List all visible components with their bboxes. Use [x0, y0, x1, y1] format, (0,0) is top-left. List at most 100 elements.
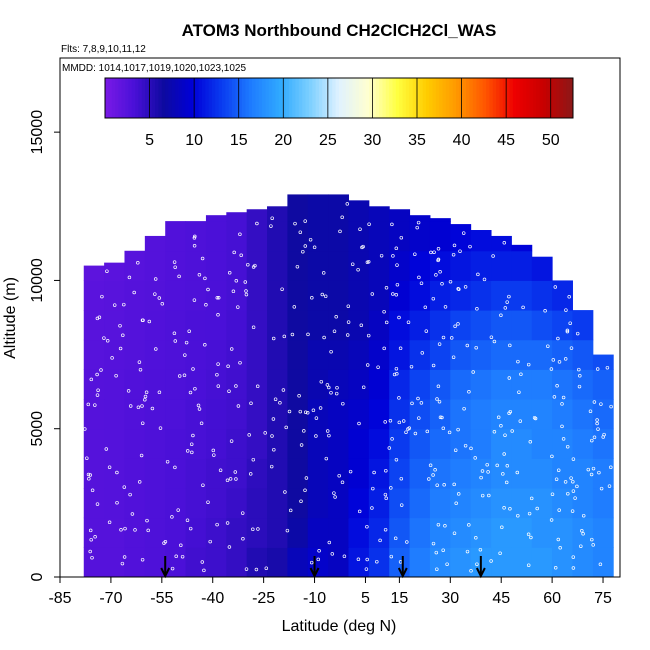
sample-point	[379, 253, 384, 258]
heatmap-cell	[185, 458, 207, 489]
sample-point	[127, 275, 132, 280]
heatmap-cell	[450, 547, 472, 578]
sample-point	[170, 515, 174, 519]
sample-point	[188, 526, 193, 531]
sample-point	[188, 390, 193, 395]
heatmap-cell	[205, 280, 227, 311]
heatmap-cell	[205, 339, 227, 370]
sample-point	[417, 275, 421, 280]
sample-point	[456, 427, 460, 432]
heatmap-cell	[348, 280, 370, 311]
sample-point	[447, 430, 452, 435]
y-tick-label: 0	[29, 572, 46, 581]
colorbar-segment	[359, 78, 363, 118]
heatmap-cell	[267, 280, 288, 311]
sample-point	[243, 280, 248, 284]
colorbar-tick-label: 50	[542, 132, 560, 149]
heatmap-cell	[104, 262, 125, 281]
sample-point	[392, 372, 397, 377]
colorbar-segment	[445, 78, 450, 118]
heatmap-cell	[409, 399, 431, 430]
sample-point	[445, 562, 449, 566]
heatmap-cell	[226, 250, 248, 281]
heatmap-cell	[389, 209, 411, 222]
heatmap-cell	[83, 547, 105, 578]
heatmap-cell	[267, 488, 288, 519]
sample-point	[251, 527, 255, 532]
heatmap-cell	[185, 399, 207, 430]
heatmap-cell	[368, 280, 390, 311]
heatmap-cell	[144, 369, 166, 400]
sample-point	[216, 313, 220, 317]
heatmap-cell	[429, 280, 451, 311]
sample-point	[107, 465, 112, 469]
heatmap-cell	[226, 517, 248, 548]
heatmap-cell	[328, 194, 349, 222]
colorbar-segment	[469, 78, 474, 118]
sample-point	[203, 343, 207, 347]
colorbar-segment	[569, 78, 574, 118]
sample-point	[399, 235, 404, 240]
heatmap-cell	[328, 488, 349, 519]
colorbar-segment	[322, 78, 327, 118]
sample-point	[401, 419, 406, 423]
sample-point	[469, 569, 473, 573]
sample-point	[345, 333, 350, 337]
sample-point	[330, 552, 335, 556]
colorbar-segment	[145, 78, 149, 118]
flight-arrow-marker	[309, 556, 320, 579]
sample-point	[140, 404, 144, 408]
sample-point	[495, 463, 499, 468]
sample-point	[89, 537, 93, 542]
sample-point	[502, 452, 506, 456]
heatmap-cell	[470, 369, 492, 400]
sample-point	[479, 475, 483, 480]
sample-point	[295, 264, 300, 269]
colorbar-segment	[566, 78, 571, 118]
colorbar-segment	[245, 78, 250, 118]
heatmap-cell	[328, 250, 349, 281]
colorbar-segment	[546, 78, 550, 118]
sample-point	[340, 215, 344, 220]
heatmap-cell	[267, 339, 288, 370]
sample-point	[273, 397, 278, 401]
heatmap-cell	[450, 310, 472, 341]
sample-point	[452, 531, 457, 535]
heatmap-cell	[328, 428, 349, 459]
sample-point	[456, 492, 461, 496]
heatmap-cell	[470, 230, 492, 252]
colorbar-segment	[405, 78, 410, 118]
sample-point	[526, 563, 531, 567]
sample-point	[120, 561, 125, 566]
heatmap-cell	[246, 428, 268, 459]
sample-point	[378, 538, 382, 543]
sample-point	[478, 547, 483, 552]
sample-point	[565, 444, 570, 449]
sample-point	[172, 331, 177, 336]
sample-point	[474, 345, 478, 350]
heatmap-cell	[429, 488, 451, 519]
heatmap-cell	[307, 517, 329, 548]
heatmap-cell	[429, 547, 451, 578]
sample-point	[162, 541, 166, 545]
sample-point	[269, 464, 274, 469]
heatmap-cell	[409, 250, 431, 281]
heatmap-cell	[124, 488, 146, 519]
sample-point	[104, 447, 109, 451]
sample-point	[518, 419, 523, 423]
heatmap-cell	[552, 488, 573, 519]
colorbar-segment	[232, 78, 236, 118]
heatmap-cell	[511, 488, 533, 519]
sample-point	[89, 377, 94, 382]
sample-point	[436, 257, 441, 262]
sample-point	[454, 501, 458, 506]
sample-point	[329, 390, 333, 395]
sample-point	[200, 256, 205, 261]
sample-point	[271, 417, 276, 421]
sample-point	[417, 416, 421, 420]
colorbar-segment	[339, 78, 343, 118]
heatmap-cell	[287, 428, 309, 459]
sample-point	[517, 390, 521, 394]
sample-point	[191, 367, 195, 371]
colorbar-tick-label: 15	[230, 132, 248, 149]
